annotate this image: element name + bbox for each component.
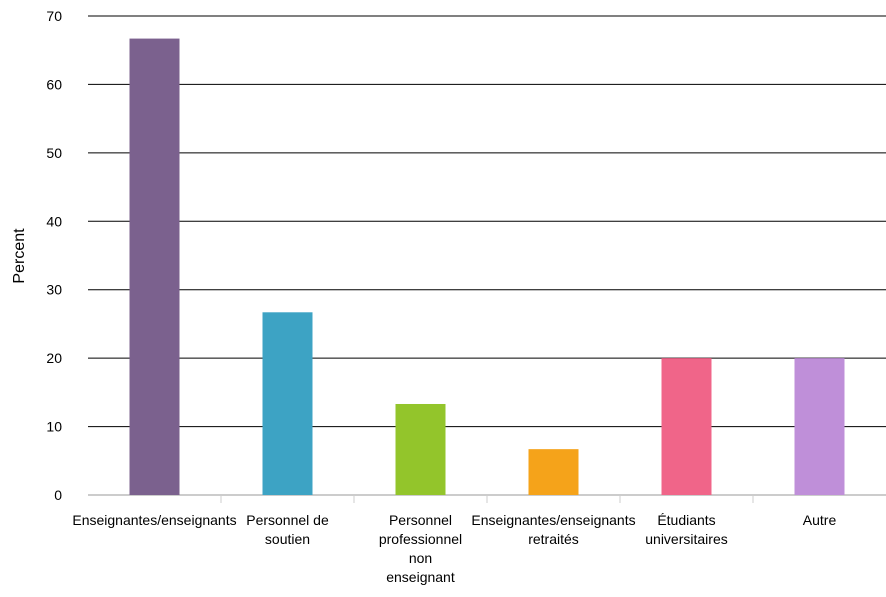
- y-tick-label: 0: [54, 487, 62, 503]
- x-axis: [220, 495, 754, 503]
- y-tick-label: 10: [46, 419, 62, 435]
- y-tick-label: 70: [46, 8, 62, 24]
- y-tick-label: 20: [46, 350, 62, 366]
- y-tick-labels: 0 10 20 30 40 50 60 70: [46, 8, 62, 503]
- bar: [528, 449, 579, 495]
- bar: [395, 403, 446, 495]
- bars: [129, 38, 845, 496]
- bar: [661, 358, 712, 495]
- bar: [794, 358, 845, 495]
- x-tick-labels: Enseignantes/enseignants Personnel de sout…: [72, 512, 836, 585]
- x-tick-label: Personnel professionnel non enseignant: [379, 512, 462, 585]
- y-tick-label: 60: [46, 76, 62, 92]
- y-tick-label: 40: [46, 213, 62, 229]
- bar: [262, 312, 313, 495]
- y-tick-label: 50: [46, 145, 62, 161]
- x-tick-label: Enseignantes/enseignants: [72, 512, 236, 528]
- y-tick-label: 30: [46, 282, 62, 298]
- x-tick-label: Personnel de soutien: [246, 512, 329, 547]
- x-tick-label: Autre: [803, 512, 837, 528]
- x-tick-label: Étudiants universitaires: [645, 512, 727, 547]
- x-tick-label: Enseignantes/enseignants retraités: [471, 512, 635, 547]
- gridlines: [88, 15, 886, 496]
- bar: [129, 38, 180, 496]
- y-axis-title: Percent: [11, 228, 28, 284]
